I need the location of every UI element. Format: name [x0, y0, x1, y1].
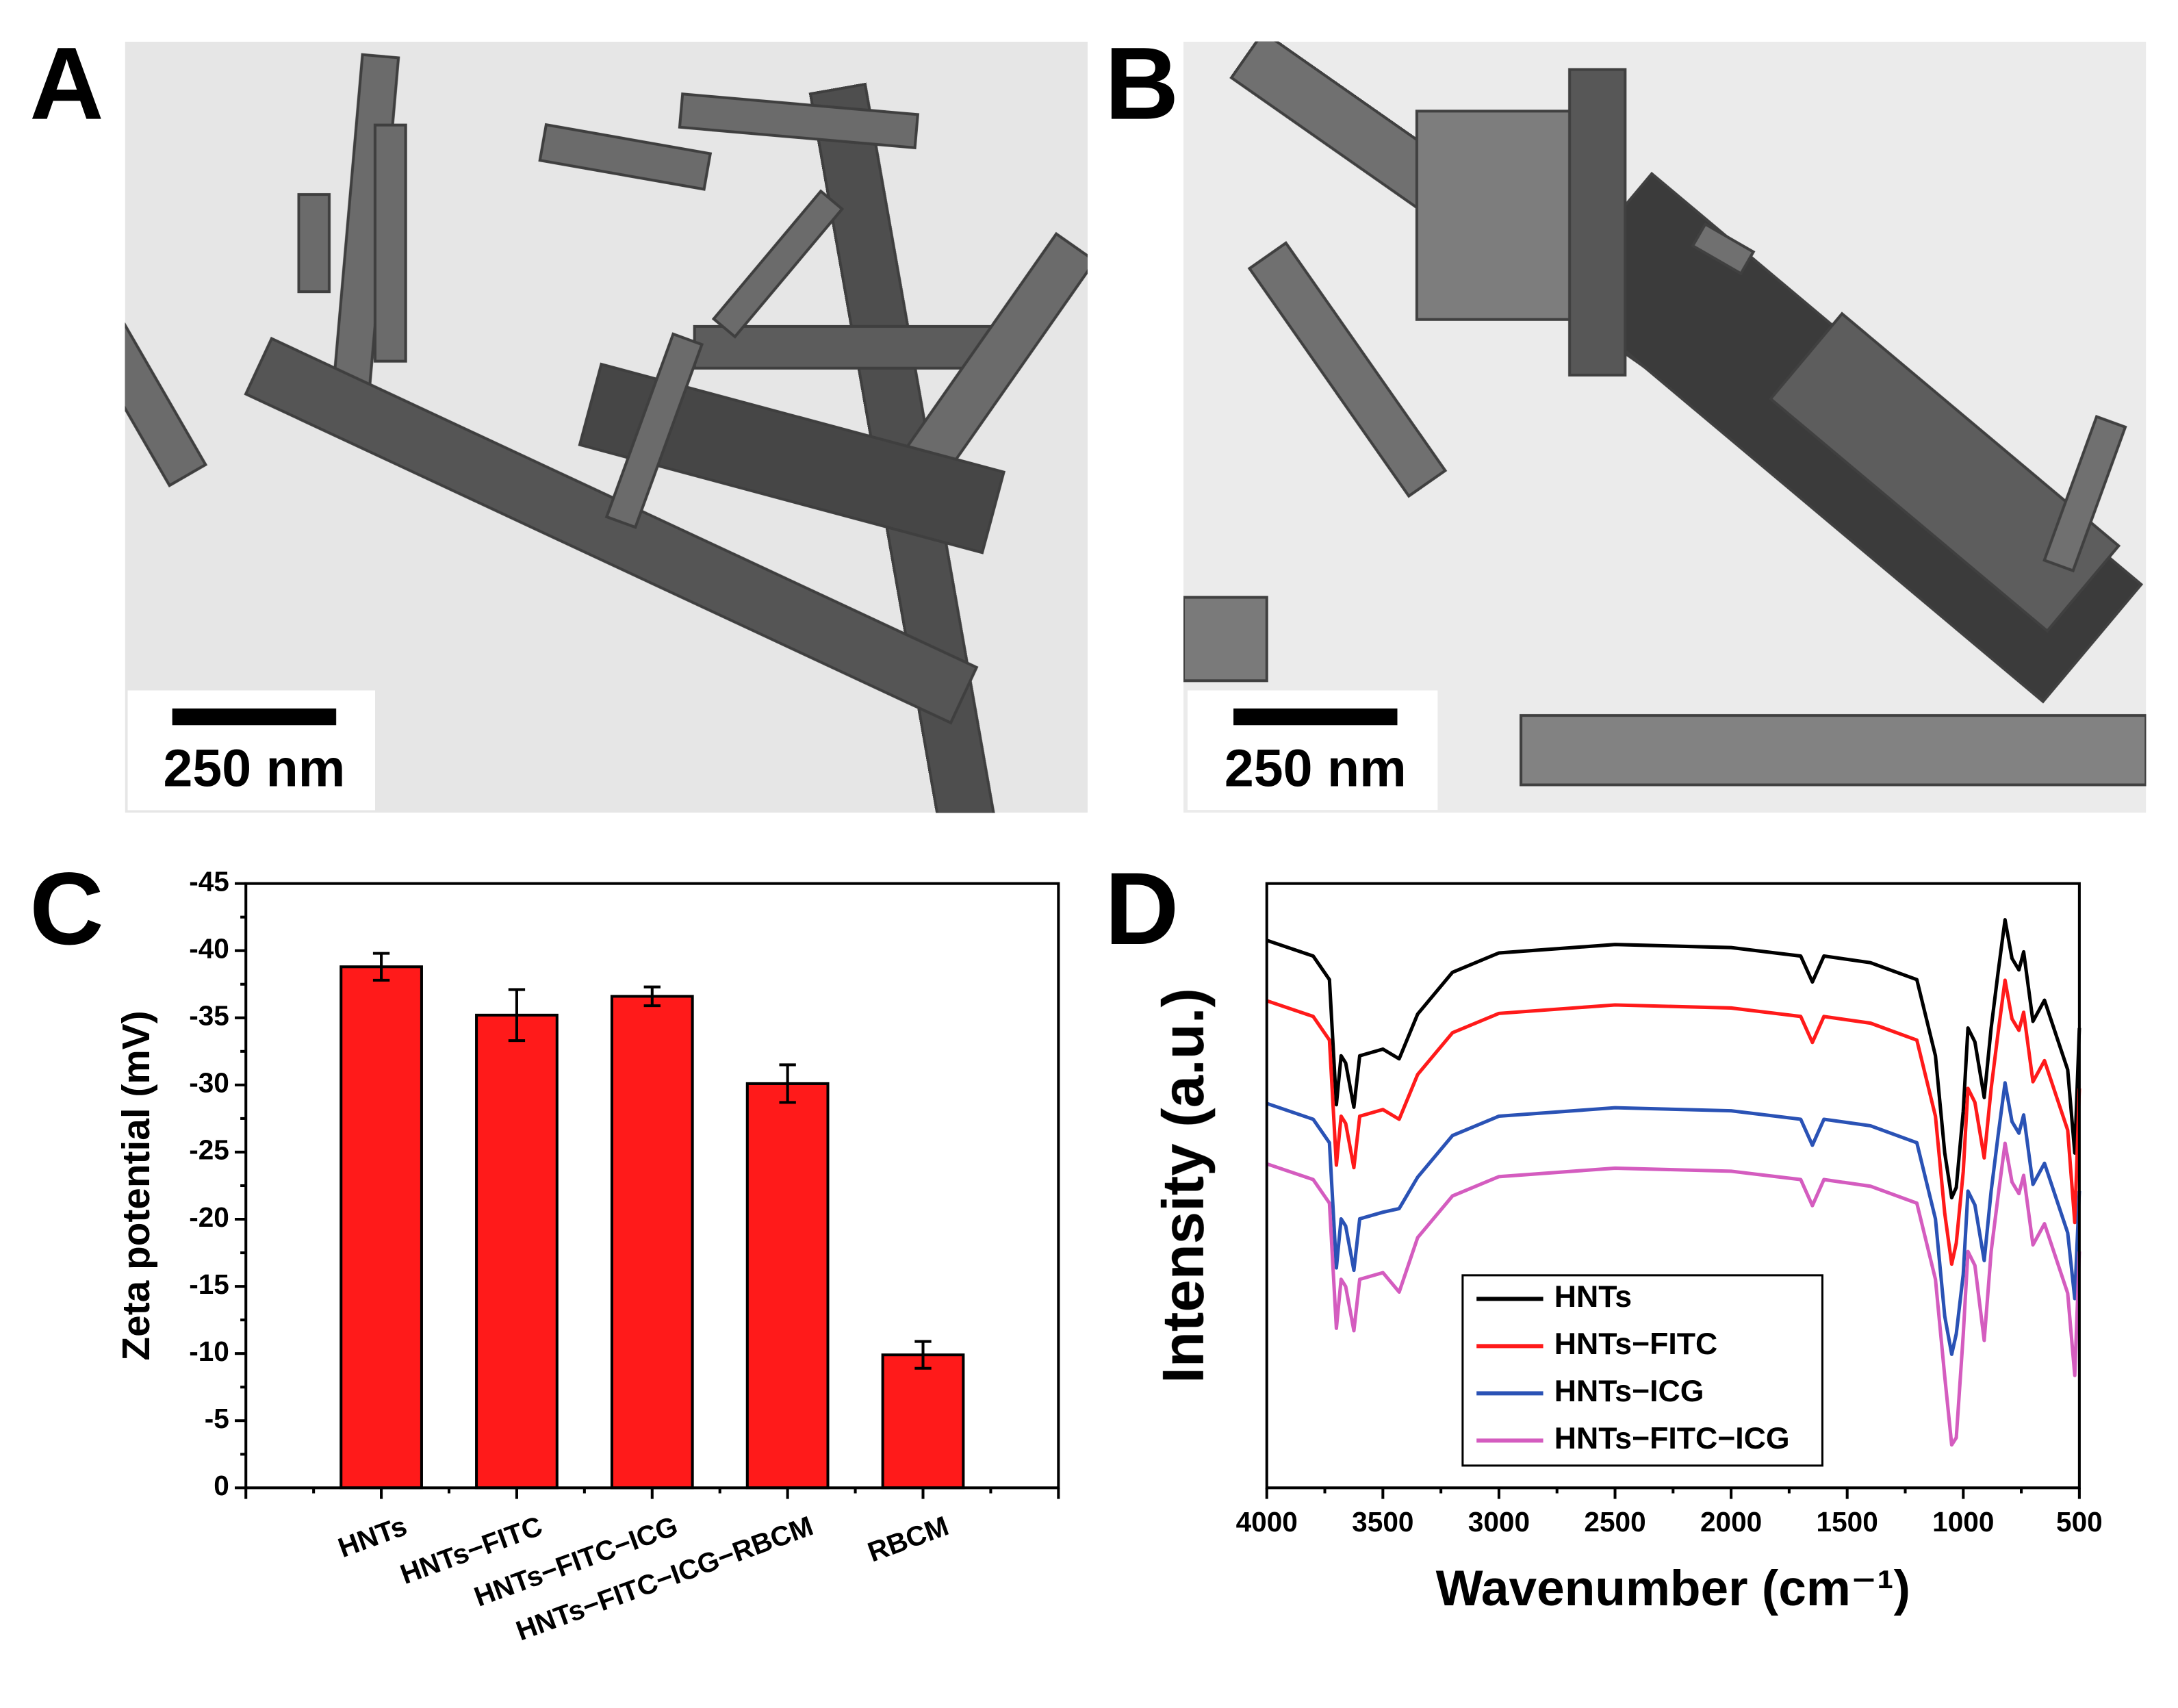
x-tick-label: 4000 — [1236, 1506, 1298, 1538]
x-tick-label: 2000 — [1700, 1506, 1762, 1538]
panel-label: D — [1105, 851, 1179, 966]
x-tick-label: 3000 — [1468, 1506, 1530, 1538]
legend-label: HNTs−FITC — [1554, 1327, 1717, 1361]
scale-bar-label: 250 nm — [164, 739, 346, 798]
y-tick-label: 0 — [214, 1470, 229, 1501]
plot-frame — [1265, 882, 2081, 1490]
bar — [610, 995, 694, 1490]
x-tick-label: 1000 — [1932, 1506, 1994, 1538]
spectrum-line — [1266, 918, 2081, 1200]
y-tick-label: -25 — [189, 1134, 229, 1166]
x-tick-label: 1500 — [1817, 1506, 1878, 1538]
bar — [339, 965, 423, 1490]
bar — [475, 1013, 559, 1490]
legend-label: HNTs−ICG — [1554, 1375, 1704, 1408]
tem-image-b — [1183, 41, 2147, 813]
legend-label: HNTs — [1554, 1280, 1632, 1314]
y-axis-title: Zeta potential (mV) — [115, 1010, 158, 1360]
panel-label: B — [1105, 26, 1179, 141]
spectrum-line — [1266, 1081, 2081, 1356]
y-tick-label: -40 — [189, 932, 229, 964]
y-axis-title: Intensity (a.u.) — [1151, 988, 1216, 1384]
spectrum-line — [1266, 1141, 2081, 1447]
x-tick-label: HNTs — [334, 1509, 411, 1563]
y-tick-label: -5 — [205, 1403, 229, 1434]
scale-bar-label: 250 nm — [1225, 739, 1407, 798]
bar — [745, 1082, 830, 1490]
panel-label: A — [29, 26, 103, 141]
tem-image-a — [125, 41, 1088, 813]
x-axis-title: Wavenumber (cm⁻¹) — [1436, 1561, 1910, 1616]
y-tick-label: -15 — [189, 1269, 229, 1300]
plot-frame — [244, 882, 1060, 1490]
y-tick-label: -10 — [189, 1336, 229, 1367]
x-tick-label: 500 — [2056, 1506, 2103, 1538]
legend-box — [1461, 1274, 1823, 1467]
x-tick-label: 3500 — [1352, 1506, 1413, 1538]
y-tick-label: -30 — [189, 1067, 229, 1099]
x-tick-label: RBCM — [864, 1509, 953, 1568]
y-tick-label: -20 — [189, 1201, 229, 1233]
x-tick-label: 2500 — [1584, 1506, 1645, 1538]
legend-label: HNTs−FITC−ICG — [1554, 1422, 1790, 1455]
panel-label: C — [29, 851, 103, 966]
bar — [881, 1353, 965, 1490]
spectrum-line — [1266, 978, 2081, 1266]
y-tick-label: -45 — [189, 865, 229, 897]
y-tick-label: -35 — [189, 1000, 229, 1032]
